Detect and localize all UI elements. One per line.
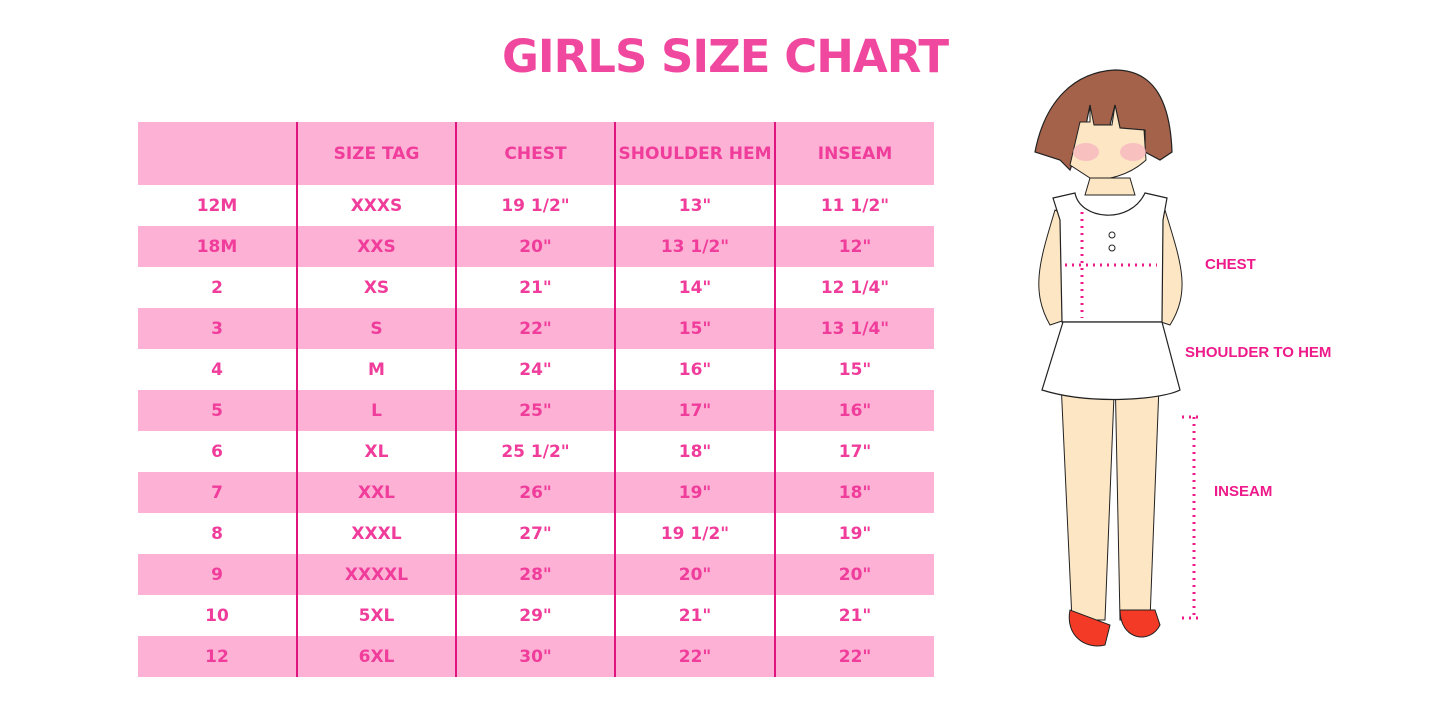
table-cell: 5 [138,390,297,431]
table-cell: 22" [774,636,934,677]
table-cell: 20" [774,554,934,595]
column-header [138,122,297,185]
table-cell: 21" [774,595,934,636]
table-cell: L [296,390,456,431]
table-row: 12 6XL 30" 22" 22" [138,636,934,677]
table-row: 10 5XL 29" 21" 21" [138,595,934,636]
table-cell: 18" [774,472,934,513]
table-cell: 20" [455,226,615,267]
table-row: 8 XXXL 27" 19 1/2" 19" [138,513,934,554]
table-cell: XL [296,431,456,472]
table-cell: 8 [211,523,223,544]
table-cell: 16" [774,390,934,431]
table-cell: 18" [614,431,775,472]
table-cell: 25 1/2" [455,431,615,472]
table-cell: 19 1/2" [614,513,775,554]
table-cell: XXS [296,226,456,267]
table-cell: 15" [774,349,934,390]
table-cell: 3 [138,308,297,349]
table-cell: M [296,349,456,390]
table-cell: 29" [455,595,615,636]
page-title: GIRLS SIZE CHART [501,30,949,83]
table-cell: 6XL [296,636,456,677]
table-cell: XXL [296,472,456,513]
table-row: 4 M 24" 16" 15" [138,349,934,390]
table-cell: 5XL [296,595,456,636]
table-row: 18M XXS 20" 13 1/2" 12" [138,226,934,267]
table-row: 7 XXL 26" 19" 18" [138,472,934,513]
table-cell: 17" [774,431,934,472]
inseam-label: INSEAM [1214,483,1273,500]
table-cell: 4 [211,359,223,380]
table-cell: 16" [614,349,775,390]
table-cell: 12 1/4" [774,267,934,308]
table-cell: 22" [455,308,615,349]
table-cell: 11 1/2" [774,185,934,226]
table-cell: 30" [455,636,615,677]
skirt [1041,321,1181,401]
table-cell: 25" [455,390,615,431]
header-row: SIZE TAG CHEST SHOULDER HEM INSEAM [138,122,934,185]
table-row: 9 XXXXL 28" 20" 20" [138,554,934,595]
table-cell: 10 [205,605,229,626]
table-cell: 24" [455,349,615,390]
table-row: 12M XXXS 19 1/2" 13" 11 1/2" [138,185,934,226]
table-cell: 17" [614,390,775,431]
table-cell: 13 1/4" [774,308,934,349]
table-row: 6 XL 25 1/2" 18" 17" [138,431,934,472]
table-cell: 13 1/2" [614,226,775,267]
table-cell: 20" [614,554,775,595]
table-cell: XXXS [296,185,456,226]
table-cell: 19" [774,513,934,554]
table-cell: 7 [138,472,297,513]
table-cell: 12" [774,226,934,267]
table-cell: 9 [138,554,297,595]
table-cell: 14" [614,267,775,308]
table-cell: 2 [211,277,223,298]
table-cell: 12M [196,195,238,216]
table-cell: XXXL [296,513,456,554]
table-cell: 27" [455,513,615,554]
table-cell: 21" [614,595,775,636]
table-cell: 28" [455,554,615,595]
size-chart-table: SIZE TAG CHEST SHOULDER HEM INSEAM 12M XXXS 1… [138,122,934,677]
column-header: CHEST [455,122,615,185]
girl-illustration [1034,69,1202,647]
table-cell: 6 [211,441,223,462]
table-cell: 15" [614,308,775,349]
table-row: 3 S 22" 15" 13 1/4" [138,308,934,349]
column-header: SHOULDER HEM [614,122,775,185]
table-row: 5 L 25" 17" 16" [138,390,934,431]
table-cell: 21" [455,267,615,308]
table-cell: 22" [614,636,775,677]
table-cell: 19" [614,472,775,513]
table-row: 2 XS 21" 14" 12 1/4" [138,267,934,308]
table-cell: XXXXL [296,554,456,595]
chest-label: CHEST [1205,256,1256,273]
table-cell: XS [296,267,456,308]
column-header: SIZE TAG [296,122,456,185]
hair [1034,69,1173,172]
table-cell: 18M [138,226,297,267]
shoulder-to-hem-label: SHOULDER TO HEM [1185,344,1332,361]
table-cell: 19 1/2" [455,185,615,226]
table-cell: 26" [455,472,615,513]
table-cell: S [296,308,456,349]
table-cell: 13" [614,185,775,226]
table-cell: 12 [138,636,297,677]
column-header: INSEAM [774,122,934,185]
shirt [1052,192,1168,323]
